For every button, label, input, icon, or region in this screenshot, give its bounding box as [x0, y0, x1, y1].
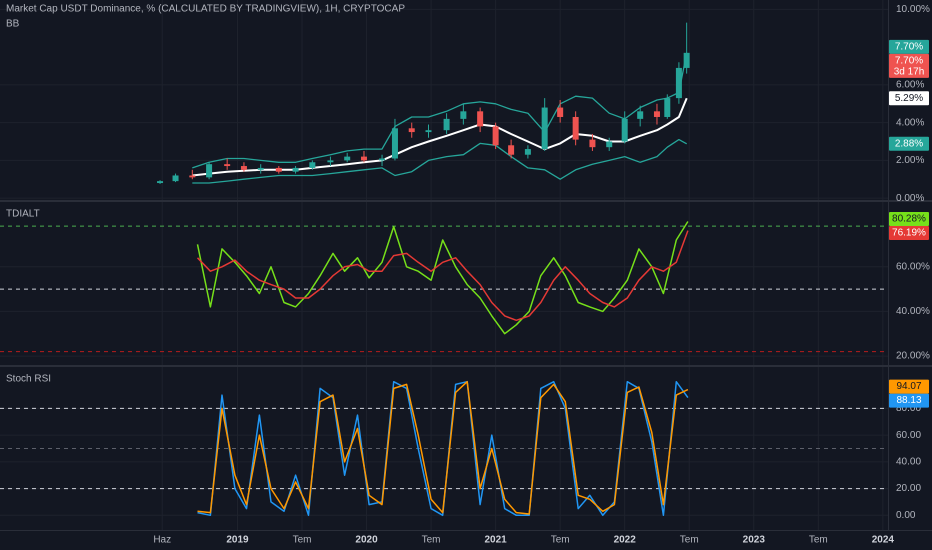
- y-tick-label: 0.00%: [896, 193, 924, 204]
- x-tick-label: Tem: [551, 535, 570, 546]
- x-tick-label: Tem: [680, 535, 699, 546]
- indicator-title: BB: [6, 19, 20, 30]
- y-tick-label: 60.00: [896, 430, 921, 441]
- candle-body: [477, 111, 484, 127]
- candle-body: [275, 167, 282, 172]
- candle-body: [664, 98, 671, 117]
- candle-body: [683, 52, 690, 68]
- candle-body: [189, 175, 196, 178]
- chart-title: Market Cap USDT Dominance, % (CALCULATED…: [6, 4, 405, 15]
- x-tick-label: 2019: [226, 535, 249, 546]
- x-tick-label: 2021: [485, 535, 508, 546]
- x-tick-label: Tem: [422, 535, 441, 546]
- price-badge-label: 7.70%: [895, 55, 923, 66]
- x-tick-label: 2024: [872, 535, 895, 546]
- x-tick-label: Tem: [809, 535, 828, 546]
- candle-body: [327, 160, 334, 163]
- candle-body: [292, 167, 299, 172]
- indicator-title: Stoch RSI: [6, 374, 51, 385]
- x-tick-label: 2022: [614, 535, 637, 546]
- y-tick-label: 80.00: [896, 403, 921, 414]
- candle-body: [637, 111, 644, 119]
- y-tick-label: 0.00: [896, 510, 916, 521]
- series-line: [197, 380, 689, 517]
- candle-body: [157, 181, 164, 184]
- candle-body: [240, 166, 247, 170]
- candle-body: [675, 67, 682, 99]
- y-tick-label: 40.00%: [896, 306, 930, 317]
- price-badge: [889, 91, 929, 106]
- series-line: [197, 380, 689, 515]
- price-badge-label: 88.13: [896, 395, 921, 406]
- countdown-label: 3d 17h: [894, 66, 925, 77]
- series-line: [196, 230, 689, 322]
- y-tick-label: 2.00%: [896, 155, 924, 166]
- candle-body: [460, 111, 467, 119]
- y-tick-label: 40.00: [896, 457, 921, 468]
- candle-body: [172, 175, 179, 182]
- series-line: [192, 52, 688, 169]
- candle-body: [379, 158, 386, 161]
- candle-body: [653, 111, 660, 117]
- candle-body: [606, 141, 613, 148]
- candle-body: [224, 164, 231, 167]
- price-badge: [889, 379, 929, 394]
- x-tick-label: Tem: [293, 535, 312, 546]
- price-badge-label: 80.28%: [892, 214, 926, 225]
- price-badge: [889, 226, 929, 241]
- y-tick-label: 20.00%: [896, 351, 930, 362]
- price-badge-label: 7.70%: [895, 41, 923, 52]
- y-tick-label: 20.00: [896, 483, 921, 494]
- candle-body: [408, 128, 415, 133]
- candle-body: [572, 116, 579, 140]
- price-badge: [889, 212, 929, 227]
- price-badge: [889, 136, 929, 151]
- candle-body: [206, 164, 213, 178]
- price-badge-label: 2.88%: [895, 138, 923, 149]
- candle-body: [391, 128, 398, 159]
- series-line: [196, 221, 689, 335]
- x-tick-label: Haz: [153, 535, 171, 546]
- price-badge-label: 94.07: [896, 381, 921, 392]
- candle-body: [589, 139, 596, 148]
- price-badge: [889, 393, 929, 408]
- candle-body: [425, 130, 432, 133]
- price-badge: [889, 53, 929, 78]
- y-tick-label: 60.00%: [896, 261, 930, 272]
- x-tick-label: 2023: [743, 535, 766, 546]
- price-badge: [889, 39, 929, 54]
- candle-body: [541, 107, 548, 150]
- x-tick-label: 2020: [355, 535, 378, 546]
- candle-body: [360, 156, 367, 161]
- candle-body: [508, 145, 515, 155]
- price-badge-label: 5.29%: [895, 93, 923, 104]
- candle-body: [524, 149, 531, 155]
- candle-body: [309, 162, 316, 168]
- y-tick-label: 10.00%: [896, 4, 930, 15]
- candle-body: [557, 107, 564, 117]
- candle-body: [443, 118, 450, 131]
- series-line: [192, 138, 688, 184]
- candle-body: [621, 118, 628, 142]
- candle-body: [492, 126, 499, 146]
- y-tick-label: 6.00%: [896, 80, 924, 91]
- candle-body: [257, 167, 264, 170]
- indicator-title: TDIALT: [6, 209, 40, 220]
- candle-body: [344, 156, 351, 161]
- y-tick-label: 4.00%: [896, 117, 924, 128]
- price-badge-label: 76.19%: [892, 228, 926, 239]
